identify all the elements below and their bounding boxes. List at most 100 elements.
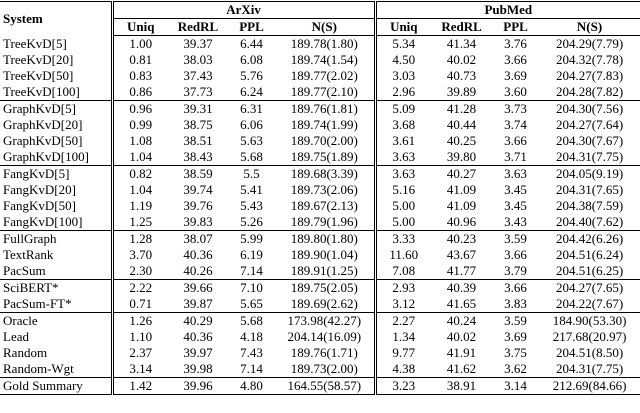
metric-cell: 204.42(6.26) [539, 230, 640, 247]
metric-cell: 2.27 [375, 312, 432, 329]
metric-cell: 173.98(42.27) [275, 312, 377, 329]
table-row: Gold Summary 1.42 39.96 4.80 164.55(58.57) 3.… [0, 377, 640, 395]
metric-cell: 189.76(1.71) [275, 345, 377, 361]
metric-cell: 6.19 [240, 247, 263, 262]
metric-cell: 39.37 [183, 36, 213, 51]
system-name: Gold Summary [0, 377, 114, 395]
system-name: PacSum [0, 263, 114, 280]
metric-cell: 3.71 [504, 149, 527, 164]
metric-cell: 204.27(7.64) [555, 117, 624, 132]
metric-cell: 3.45 [504, 182, 527, 197]
metric-cell: 41.28 [431, 100, 493, 117]
metric-cell: 7.08 [392, 263, 416, 278]
metric-cell: 41.34 [446, 36, 477, 51]
metric-cell: 39.80 [446, 149, 477, 164]
metric-cell: 164.55(58.57) [275, 377, 377, 395]
metric-cell: 189.69(2.62) [275, 296, 377, 313]
metric-cell: 204.27(7.65) [539, 279, 640, 296]
metric-cell: 5.99 [228, 230, 275, 247]
metric-cell: 39.66 [168, 279, 228, 296]
metric-cell: 3.76 [504, 36, 527, 51]
column-header: Uniq [375, 18, 432, 36]
system-name: GraphKvD[5] [0, 100, 114, 117]
table-row: Oracle 1.26 40.29 5.68 173.98(42.27) 2.27 40.2… [0, 312, 640, 329]
metric-cell: 39.96 [168, 377, 228, 395]
metric-cell: 3.62 [504, 361, 527, 376]
table-row: GraphKvD[100] 1.04 38.43 5.68 189.75(1.89) 3.… [0, 149, 640, 166]
metric-cell: 204.51(6.24) [555, 247, 624, 262]
metric-cell: 3.03 [392, 68, 416, 83]
metric-cell: 5.00 [392, 214, 416, 229]
metric-cell: 3.83 [504, 296, 527, 311]
metric-cell: 0.71 [129, 296, 153, 311]
metric-cell: 0.81 [129, 52, 153, 67]
metric-cell: 37.43 [183, 68, 213, 83]
metric-cell: 3.69 [504, 329, 527, 344]
metric-cell: 4.18 [240, 329, 263, 344]
metric-cell: 5.26 [240, 214, 263, 229]
table-row: GraphKvD[20] 0.99 38.75 6.06 189.74(1.99) 3.6… [0, 117, 640, 133]
metric-cell: 1.00 [129, 36, 153, 51]
metric-cell: 204.22(7.67) [555, 296, 624, 311]
metric-cell: 1.04 [129, 149, 153, 164]
metric-cell: 189.75(2.05) [275, 279, 377, 296]
table-row: Lead 1.10 40.36 4.18 204.14(16.09) 1.34 40.02 3… [0, 329, 640, 345]
metric-cell: 189.74(1.54) [275, 52, 377, 68]
metric-cell: 41.09 [446, 182, 477, 197]
metric-cell: 38.91 [431, 377, 493, 395]
system-name: FangKvD[100] [0, 214, 114, 231]
system-name: GraphKvD[20] [0, 117, 114, 133]
metric-cell: 7.14 [240, 263, 263, 278]
metric-cell: 6.44 [240, 36, 263, 51]
metric-cell: 3.45 [504, 198, 527, 213]
metric-cell: 38.07 [168, 230, 228, 247]
metric-cell: 204.31(7.75) [555, 361, 624, 376]
metric-cell: 43.67 [446, 247, 477, 262]
system-name: TreeKvD[5] [0, 35, 114, 52]
metric-cell: 6.06 [240, 117, 263, 132]
column-header: N(S) [275, 18, 377, 36]
system-name: FullGraph [0, 230, 114, 247]
metric-cell: 40.24 [431, 312, 493, 329]
metric-cell: 3.75 [504, 345, 527, 360]
metric-cell: 41.62 [446, 361, 477, 376]
table-row: GraphKvD[5] 0.96 39.31 6.31 189.76(1.81) 5.09… [0, 100, 640, 117]
metric-cell: 5.34 [392, 36, 416, 51]
system-name: GraphKvD[50] [0, 133, 114, 149]
metric-cell: 204.29(7.79) [555, 36, 624, 51]
system-name: SciBERT* [0, 279, 114, 296]
table-row: FangKvD[50] 1.19 39.76 5.43 189.67(2.13) 5.00… [0, 198, 640, 214]
metric-cell: 3.70 [129, 247, 153, 262]
metric-cell: 6.31 [228, 100, 275, 117]
metric-cell: 4.38 [392, 361, 416, 376]
metric-cell: 3.61 [392, 133, 416, 148]
metric-cell: 204.14(16.09) [275, 329, 377, 345]
metric-cell: 41.91 [446, 345, 477, 360]
table-row: TreeKvD[50] 0.83 37.43 5.76 189.77(2.02) 3.03… [0, 68, 640, 84]
metric-cell: 40.26 [183, 263, 213, 278]
metric-cell: 3.79 [504, 263, 527, 278]
metric-cell: 39.98 [183, 361, 213, 376]
metric-cell: 189.91(1.25) [275, 263, 377, 280]
metric-cell: 41.65 [446, 296, 477, 311]
table-row: FullGraph 1.28 38.07 5.99 189.80(1.80) 3.33 40… [0, 230, 640, 247]
metric-cell: 4.50 [392, 52, 416, 67]
metric-cell: 189.68(3.39) [275, 165, 377, 182]
metric-cell: 39.83 [183, 214, 213, 229]
table-row: FangKvD[5] 0.82 38.59 5.5 189.68(3.39) 3.63 40… [0, 165, 640, 182]
metric-cell: 3.63 [492, 165, 540, 182]
results-table: System ArXiv PubMed Uniq RedRL PPL N(S) Uniq Re… [0, 1, 640, 395]
metric-cell: 40.25 [446, 133, 477, 148]
metric-cell: 2.22 [112, 279, 168, 296]
metric-cell: 5.09 [375, 100, 432, 117]
metric-cell: 3.66 [504, 247, 527, 262]
metric-cell: 217.68(20.97) [552, 329, 627, 344]
system-name: Random-Wgt [0, 361, 114, 378]
column-header: Uniq [112, 18, 168, 36]
metric-cell: 9.77 [392, 345, 416, 360]
metric-cell: 3.33 [375, 230, 432, 247]
metric-cell: 3.63 [392, 149, 416, 164]
metric-cell: 3.59 [492, 230, 540, 247]
metric-cell: 40.36 [183, 247, 213, 262]
